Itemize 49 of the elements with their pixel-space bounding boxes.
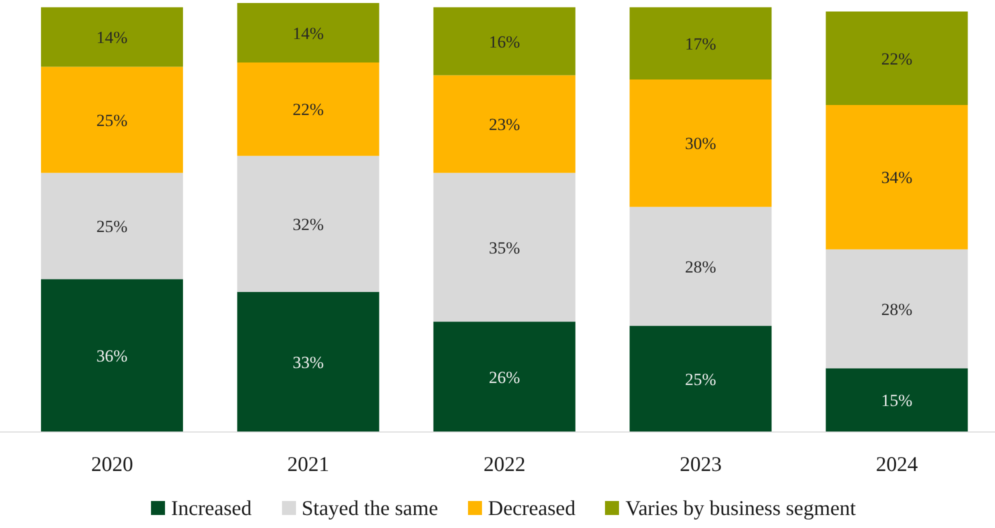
- bar: [41, 7, 183, 67]
- x-tick-label: 2020: [91, 452, 134, 476]
- bar: [630, 79, 772, 207]
- data-label: 25%: [96, 110, 128, 130]
- x-tick-label: 2024: [876, 452, 918, 476]
- data-label: 15%: [881, 391, 912, 410]
- bar: [826, 11, 968, 105]
- data-label: 26%: [488, 368, 520, 387]
- data-label: 34%: [881, 168, 912, 188]
- bar: [826, 368, 968, 432]
- data-label: 23%: [488, 115, 520, 134]
- data-label: 32%: [292, 214, 324, 234]
- legend-label: Stayed the same: [302, 496, 438, 520]
- legend-label: Varies by business segment: [625, 496, 856, 520]
- data-label: 22%: [881, 49, 912, 68]
- bar: [237, 62, 380, 156]
- x-tick-label: 2023: [680, 452, 722, 476]
- bar: [433, 75, 576, 173]
- legend-label: Increased: [171, 496, 252, 520]
- bar: [630, 326, 772, 432]
- data-label: 35%: [488, 238, 520, 258]
- bar: [433, 322, 576, 432]
- x-tick-label: 2022: [484, 452, 526, 476]
- data-label: 33%: [292, 352, 324, 372]
- bar: [433, 7, 576, 76]
- data-label: 14%: [292, 24, 324, 43]
- bar: [826, 104, 968, 250]
- data-label: 25%: [96, 217, 128, 236]
- data-label: 25%: [685, 370, 716, 389]
- bar: [41, 66, 183, 173]
- bar: [630, 7, 772, 80]
- bar: [826, 249, 968, 368]
- legend-label: Decreased: [488, 496, 576, 520]
- data-label: 14%: [96, 28, 128, 48]
- data-label: 17%: [685, 34, 716, 54]
- bar: [237, 3, 380, 62]
- data-label: 28%: [685, 257, 716, 276]
- bar: [237, 156, 380, 292]
- bar: [41, 279, 183, 432]
- data-label: 16%: [488, 32, 520, 52]
- x-tick-label: 2021: [287, 452, 330, 476]
- bar: [41, 172, 183, 280]
- bar: [630, 206, 772, 326]
- data-label: 30%: [685, 134, 716, 154]
- data-label: 36%: [96, 346, 128, 366]
- data-label: 22%: [292, 100, 324, 120]
- data-label: 28%: [881, 300, 912, 319]
- bar: [433, 172, 576, 322]
- bar: [237, 292, 380, 432]
